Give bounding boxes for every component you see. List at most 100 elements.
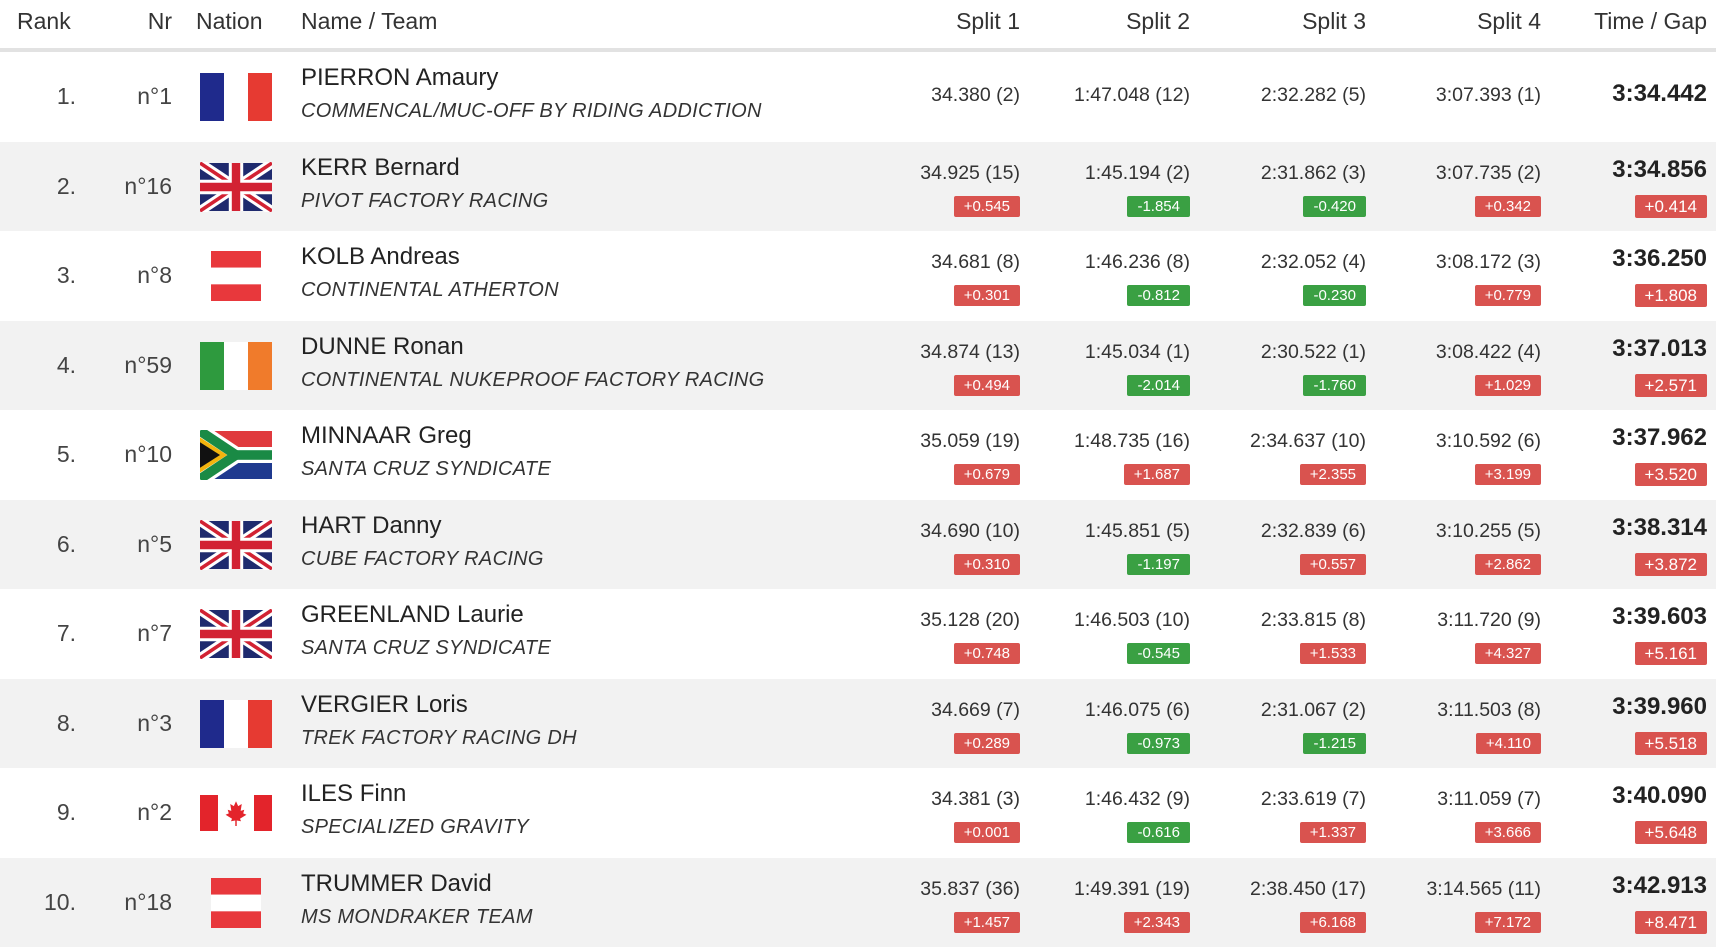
header-split-4[interactable]: Split 4 (1477, 8, 1541, 34)
table-row[interactable]: 10. n°18 TRUMMER David MS MONDRAKER TEAM… (0, 857, 1716, 947)
split-1-time: 34.690 (10) (920, 519, 1020, 542)
split-2-time: 1:46.503 (10) (1073, 609, 1190, 631)
rider-name[interactable]: PIERRON Amaury (301, 64, 499, 91)
team-name: TREK FACTORY RACING DH (301, 726, 577, 749)
rider-name[interactable]: TRUMMER David (301, 869, 492, 897)
table-row[interactable]: 9. n°2 ILES Finn SPECIALIZED GRAVITY 34.… (0, 768, 1716, 858)
split-3-gap-badge: -0.420 (1303, 195, 1366, 217)
header-nation[interactable]: Nation (196, 8, 263, 34)
final-time: 3:37.962 (1612, 424, 1707, 451)
bib-number-cell: n°18 (124, 888, 172, 915)
split-4-time: 3:10.255 (5) (1435, 519, 1541, 542)
split-4-time: 3:14.565 (11) (1426, 877, 1541, 900)
split-2-gap-badge: -0.545 (1127, 643, 1190, 664)
header-name-team[interactable]: Name / Team (301, 8, 438, 34)
split-3-gap-badge: -1.215 (1303, 732, 1366, 754)
table-row[interactable]: 1. n°1 PIERRON Amaury COMMENCAL/MUC-OFF … (0, 52, 1716, 142)
split-1-gap-badge: +0.748 (953, 643, 1020, 664)
split-2-time: 1:48.735 (16) (1073, 430, 1190, 452)
table-row[interactable]: 3. n°8 KOLB Andreas CONTINENTAL ATHERTON… (0, 231, 1716, 321)
split-4-gap-badge: +1.029 (1474, 374, 1541, 396)
rider-name[interactable]: ILES Finn (301, 780, 407, 807)
rider-name[interactable]: VERGIER Loris (301, 690, 468, 718)
bib-number-cell: n°8 (137, 262, 172, 288)
split-1-gap-badge: +0.001 (953, 822, 1020, 843)
split-3-time: 2:32.839 (6) (1260, 519, 1366, 542)
split-2-time: 1:46.075 (6) (1084, 698, 1190, 721)
team-name: COMMENCAL/MUC-OFF BY RIDING ADDICTION (301, 100, 762, 122)
split-3-gap-badge: +1.337 (1299, 822, 1366, 843)
rank-cell: 8. (56, 709, 76, 736)
austria-flag-icon (200, 251, 272, 301)
final-time: 3:39.960 (1612, 692, 1707, 720)
split-1-time: 34.874 (13) (920, 340, 1020, 363)
final-time: 3:36.250 (1612, 245, 1707, 272)
split-1-time: 34.681 (8) (931, 251, 1020, 273)
split-4-gap-badge: +4.110 (1475, 732, 1541, 754)
team-name: CONTINENTAL NUKEPROOF FACTORY RACING (301, 368, 765, 391)
header-time-gap[interactable]: Time / Gap (1594, 8, 1707, 34)
split-4-time: 3:11.059 (7) (1437, 788, 1541, 810)
table-row[interactable]: 6. n°5 HART Danny CUBE FACTORY RACING 34… (0, 499, 1716, 589)
bib-number-cell: n°7 (137, 620, 172, 646)
bib-number-cell: n°59 (124, 351, 172, 378)
split-2-gap-badge: -0.973 (1127, 732, 1190, 754)
rank-cell: 10. (44, 888, 76, 915)
split-1-gap-badge: +0.679 (953, 464, 1020, 485)
table-row[interactable]: 2. n°16 KERR Bernard PIVOT FACTORY RACIN… (0, 141, 1716, 231)
final-time: 3:40.090 (1612, 782, 1707, 809)
split-3-gap-badge: +2.355 (1299, 464, 1366, 485)
rank-cell: 4. (56, 351, 76, 378)
split-4-gap-badge: +3.199 (1474, 464, 1541, 485)
table-row[interactable]: 4. n°59 DUNNE Ronan CONTINENTAL NUKEPROO… (0, 320, 1716, 410)
split-4-time: 3:08.172 (3) (1435, 251, 1541, 273)
bib-number-cell: n°2 (137, 799, 172, 825)
rider-name[interactable]: MINNAAR Greg (301, 422, 472, 449)
split-2-time: 1:49.391 (19) (1073, 877, 1190, 900)
team-name: SPECIALIZED GRAVITY (301, 816, 529, 838)
ireland-flag-icon (200, 341, 272, 391)
rider-name[interactable]: HART Danny (301, 511, 442, 539)
table-row[interactable]: 8. n°3 VERGIER Loris TREK FACTORY RACING… (0, 678, 1716, 768)
team-name: CONTINENTAL ATHERTON (301, 279, 559, 301)
split-1-gap-badge: +0.289 (953, 732, 1020, 754)
time-gap-badge: +1.808 (1634, 284, 1707, 307)
split-4-gap-badge: +0.342 (1474, 195, 1541, 217)
split-2-gap-badge: +1.687 (1123, 464, 1190, 485)
team-name: MS MONDRAKER TEAM (301, 905, 533, 928)
rider-name[interactable]: GREENLAND Laurie (301, 601, 524, 628)
france-flag-icon (200, 72, 272, 122)
split-3-time: 2:31.067 (2) (1260, 698, 1366, 721)
split-3-time: 2:34.637 (10) (1249, 430, 1366, 452)
split-2-gap-badge: -0.616 (1127, 822, 1190, 843)
table-header: Rank Nr Nation Name / Team Split 1 Split… (0, 0, 1716, 52)
france-flag-icon (200, 699, 272, 749)
split-2-time: 1:46.432 (9) (1084, 788, 1190, 810)
header-split-3[interactable]: Split 3 (1302, 8, 1366, 34)
header-rank[interactable]: Rank (17, 8, 71, 34)
header-split-2[interactable]: Split 2 (1126, 8, 1190, 34)
final-time: 3:34.856 (1612, 155, 1707, 183)
rider-name[interactable]: KERR Bernard (301, 153, 460, 181)
table-row[interactable]: 5. n°10 MINNAAR Greg SANTA CRUZ SYNDICAT… (0, 410, 1716, 500)
table-body: 1. n°1 PIERRON Amaury COMMENCAL/MUC-OFF … (0, 52, 1716, 947)
team-name: SANTA CRUZ SYNDICATE (301, 458, 552, 480)
table-row[interactable]: 7. n°7 GREENLAND Laurie SANTA CRUZ SYNDI… (0, 589, 1716, 679)
final-time: 3:37.013 (1612, 334, 1707, 362)
split-2-gap-badge: -1.854 (1127, 195, 1190, 217)
split-3-time: 2:38.450 (17) (1249, 877, 1366, 900)
split-3-time: 2:31.862 (3) (1260, 161, 1366, 184)
split-2-time: 1:45.194 (2) (1084, 161, 1190, 184)
rider-name[interactable]: DUNNE Ronan (301, 332, 464, 360)
split-2-gap-badge: -0.812 (1127, 285, 1190, 306)
rider-name[interactable]: KOLB Andreas (301, 243, 460, 270)
split-4-gap-badge: +0.779 (1474, 285, 1541, 306)
time-gap-badge: +5.161 (1634, 642, 1707, 665)
header-nr[interactable]: Nr (147, 8, 172, 34)
split-2-gap-badge: -2.014 (1127, 374, 1190, 396)
split-4-time: 3:07.393 (1) (1435, 84, 1541, 106)
split-1-time: 35.128 (20) (920, 609, 1020, 631)
header-split-1[interactable]: Split 1 (956, 8, 1020, 34)
bib-number-cell: n°3 (137, 709, 172, 736)
